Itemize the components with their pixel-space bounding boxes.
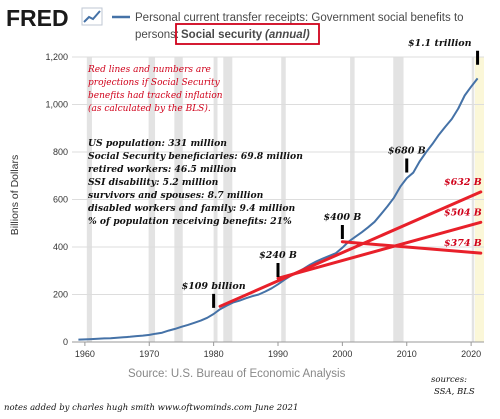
chart-title-prefix: persons: [135, 29, 179, 41]
red-note: Red lines and numbers are projections if… [87, 65, 223, 114]
stats-line: % of population receiving benefits: 21% [88, 216, 292, 227]
y-tick-label: 1,000 [45, 100, 68, 110]
chart-title-boxed: Social security [181, 29, 263, 41]
y-tick-label: 200 [53, 290, 68, 300]
y-tick-label: 400 [53, 242, 68, 252]
point-label: $400 B [323, 212, 361, 223]
red-note-line: projections if Social Security [88, 78, 221, 88]
x-tick-label: 2010 [397, 349, 417, 359]
x-tick-label: 1960 [75, 349, 95, 359]
projection-label: $374 B [444, 238, 482, 249]
projection-line [340, 240, 483, 255]
stats-line: SSI disability: 5.2 million [88, 177, 219, 188]
footer-notes: notes added by charles hugh smith www.of… [4, 403, 298, 413]
projection-label: $504 B [444, 207, 482, 218]
fred-logo: FRED [6, 5, 69, 31]
point-markers: $109 billion $240 B $400 B $680 B $1.1 trill… [182, 38, 480, 308]
projection-lines: $632 B $504 B $374 B [218, 177, 483, 308]
point-label: $240 B [259, 250, 297, 261]
point-marker [212, 293, 216, 308]
y-tick-label: 800 [53, 147, 68, 157]
y-tick-labels: 0 200 400 600 800 1,000 1,200 [45, 52, 68, 347]
x-tick-labels: 1960 1970 1980 1990 2000 2010 2020 [75, 349, 481, 359]
point-label: $1.1 trillion [408, 38, 472, 49]
sources-value: SSA, BLS [434, 387, 475, 397]
stats-line: Social Security beneficiaries: 69.8 mill… [88, 151, 303, 162]
y-tick-label: 1,200 [45, 52, 68, 62]
projection-line [276, 220, 483, 280]
stats-line: US population: 331 million [88, 138, 227, 149]
red-note-line: (as calculated by the BLS). [88, 103, 211, 114]
title-highlight-box [175, 23, 320, 45]
source-text: Source: U.S. Bureau of Economic Analysis [128, 368, 346, 380]
projection-label: $632 B [444, 177, 482, 188]
y-tick-label: 600 [53, 195, 68, 205]
x-tick-label: 2000 [332, 349, 352, 359]
x-tick-label: 1970 [139, 349, 159, 359]
fred-logo-graph-icon [81, 7, 103, 26]
x-tick-label: 1990 [268, 349, 288, 359]
chart-title-boxed-suffix: (annual) [265, 29, 310, 41]
red-note-line: benefits had tracked inflation [88, 91, 223, 101]
x-tick-label: 1980 [204, 349, 224, 359]
stats-line: retired workers: 46.5 million [88, 164, 237, 175]
stats-line: survivors and spouses: 8.7 million [88, 190, 264, 201]
stats-block: US population: 331 million Social Securi… [88, 138, 303, 227]
point-marker [476, 50, 480, 65]
series-group [78, 77, 479, 341]
projection-line [218, 190, 483, 308]
sources-label: sources: [431, 375, 467, 385]
point-label: $680 B [388, 146, 426, 157]
red-note-line: Red lines and numbers are [87, 65, 211, 75]
point-label: $109 billion [182, 281, 246, 292]
x-tick-label: 2020 [461, 349, 481, 359]
chart-title-line1: Personal current transfer receipts: Gove… [135, 12, 464, 24]
y-axis-label: Billions of Dollars [9, 155, 21, 236]
point-marker [340, 225, 344, 239]
stats-line: disabled workers and family: 9.4 million [88, 203, 296, 214]
point-marker [276, 263, 280, 277]
series-line-social-security [78, 77, 479, 341]
y-tick-label: 0 [63, 337, 68, 347]
point-marker [405, 158, 409, 173]
